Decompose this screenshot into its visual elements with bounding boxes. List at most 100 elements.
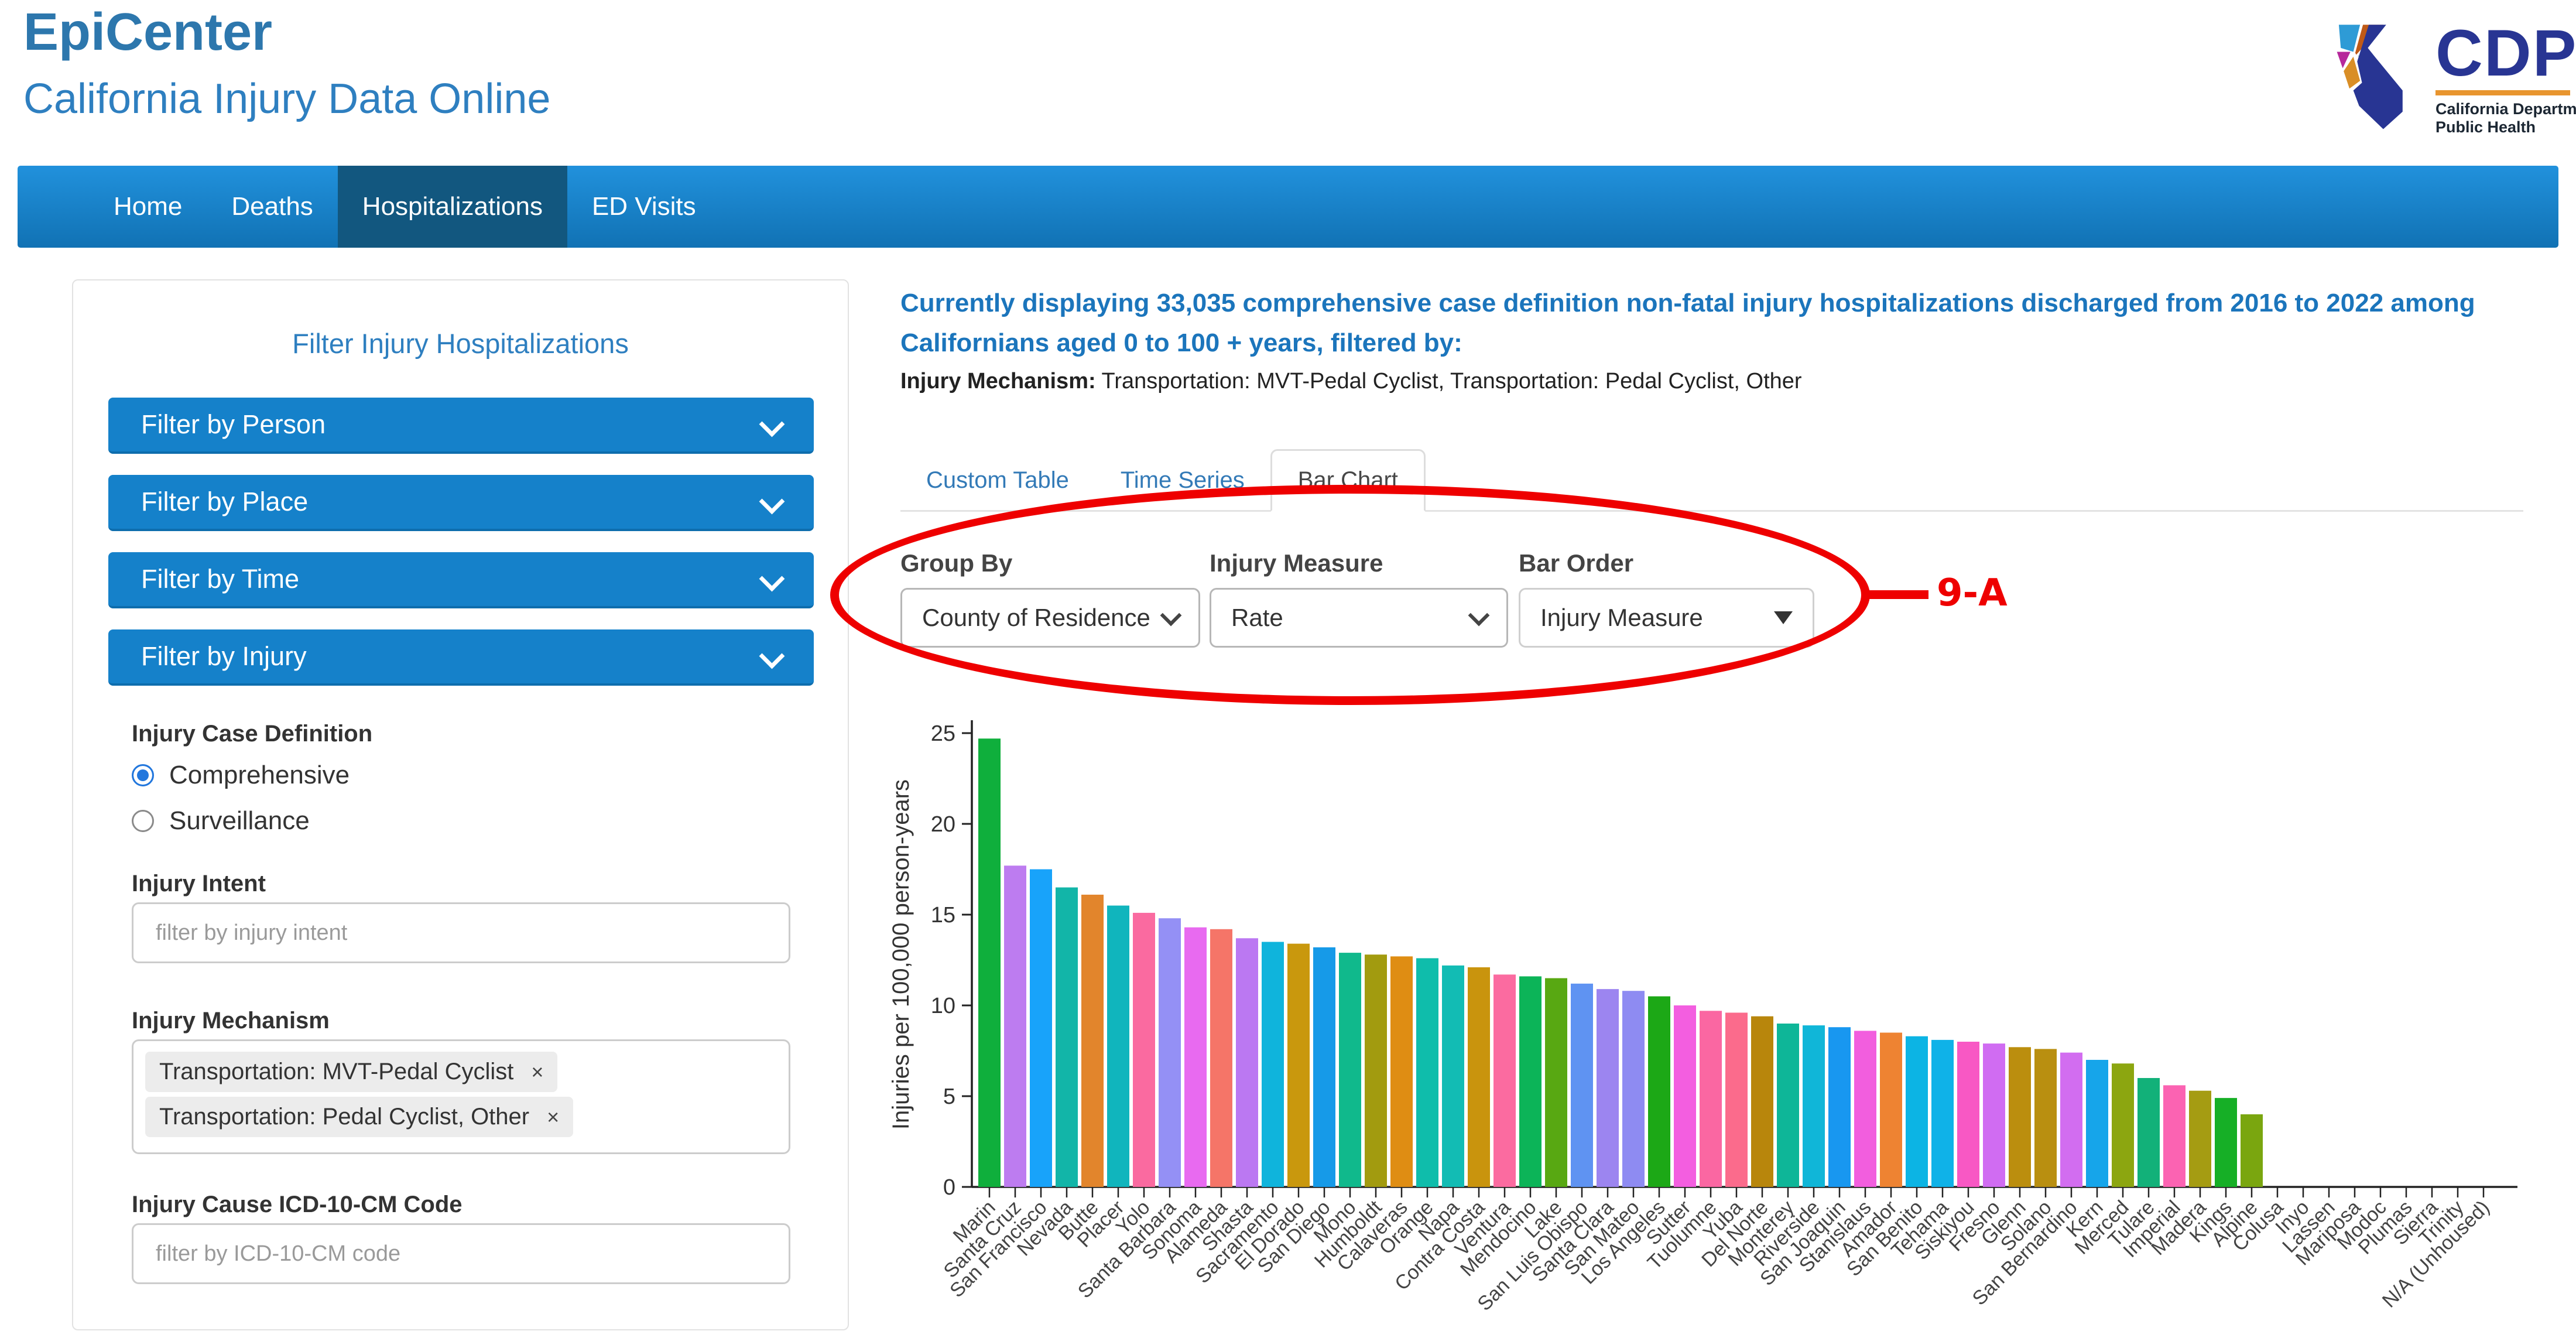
radio-unchecked-icon[interactable] <box>132 810 154 832</box>
accordion-filter-by-injury[interactable]: Filter by Injury <box>108 629 814 686</box>
injury-intent-input[interactable] <box>132 902 790 963</box>
bar <box>2189 1091 2211 1187</box>
bar <box>2163 1085 2186 1187</box>
group-by-label: Group By <box>900 549 1200 577</box>
tab-custom-table[interactable]: Custom Table <box>900 451 1095 510</box>
accordion-filter-by-place[interactable]: Filter by Place <box>108 475 814 531</box>
radio-label: Comprehensive <box>169 761 350 790</box>
bar <box>1313 947 1335 1187</box>
svg-text:Injuries per 100,000 person-ye: Injuries per 100,000 person-years <box>888 779 914 1130</box>
remove-tag-icon[interactable]: × <box>531 1060 543 1084</box>
filter-sidebar: Filter Injury Hospitalizations Filter by… <box>72 279 849 1330</box>
bar <box>1339 953 1361 1187</box>
radio-checked-icon[interactable] <box>132 764 154 786</box>
group-by-value: County of Residence <box>922 604 1163 632</box>
chevron-down-icon <box>759 566 785 592</box>
accordion-filter-by-person[interactable]: Filter by Person <box>108 398 814 454</box>
svg-text:5: 5 <box>943 1084 955 1109</box>
annotation-label: 9-A <box>1937 572 2008 615</box>
bar <box>1081 895 1104 1187</box>
radio-label: Surveillance <box>169 806 310 836</box>
app-subtitle: California Injury Data Online <box>23 75 550 123</box>
nav-item-deaths[interactable]: Deaths <box>207 166 337 248</box>
bar <box>1004 865 1026 1187</box>
bar <box>1159 918 1181 1187</box>
bar <box>2112 1063 2134 1187</box>
view-tabs: Custom Table Time Series Bar Chart <box>900 450 2523 512</box>
mechanism-tag: Transportation: Pedal Cyclist, Other × <box>145 1097 573 1137</box>
bar <box>1493 974 1516 1187</box>
bar <box>1777 1024 1799 1187</box>
bar <box>1803 1025 1825 1187</box>
accordion-label: Filter by Time <box>141 564 299 594</box>
svg-text:0: 0 <box>943 1175 955 1200</box>
radio-surveillance[interactable]: Surveillance <box>132 806 310 836</box>
bar <box>1365 954 1387 1187</box>
accordion-label: Filter by Person <box>141 409 326 440</box>
bar <box>1906 1036 1928 1187</box>
radio-comprehensive[interactable]: Comprehensive <box>132 761 350 790</box>
injury-mechanism-label: Injury Mechanism <box>132 1008 330 1034</box>
bar <box>1107 906 1129 1188</box>
triangle-down-icon <box>1774 611 1793 624</box>
bar <box>1880 1033 1902 1188</box>
bar <box>1287 944 1310 1187</box>
injury-mechanism-box[interactable]: Transportation: MVT-Pedal Cyclist × Tran… <box>132 1039 790 1154</box>
bar <box>2241 1114 2263 1187</box>
svg-text:25: 25 <box>931 721 955 746</box>
svg-text:20: 20 <box>931 812 955 837</box>
svg-text:10: 10 <box>931 994 955 1018</box>
bar <box>1597 989 1619 1187</box>
chart-panel: 0 5 10 15 20 25 Injuries per 100,000 person-ye… <box>878 710 2576 1338</box>
cdph-logo: CDPH California Department of Public Hea… <box>2333 22 2567 142</box>
bar <box>2086 1060 2108 1187</box>
filter-summary: Injury Mechanism: Transportation: MVT-Pe… <box>900 369 2528 394</box>
page: EpiCenter California Injury Data Online … <box>0 0 2576 1338</box>
tab-time-series[interactable]: Time Series <box>1095 451 1270 510</box>
icd-code-label: Injury Cause ICD-10-CM Code <box>132 1192 463 1218</box>
bar <box>1030 870 1052 1188</box>
bar-order-label: Bar Order <box>1519 549 1814 577</box>
tab-bar-chart[interactable]: Bar Chart <box>1270 449 1426 512</box>
nav-item-hospitalizations[interactable]: Hospitalizations <box>338 166 567 248</box>
bar <box>978 738 1001 1187</box>
sidebar-title: Filter Injury Hospitalizations <box>73 327 848 360</box>
svg-text:15: 15 <box>931 903 955 928</box>
chevron-down-icon <box>1468 605 1490 627</box>
bar <box>1416 958 1438 1187</box>
bar <box>1442 966 1464 1187</box>
nav-item-ed-visits[interactable]: ED Visits <box>567 166 721 248</box>
injury-measure-value: Rate <box>1231 604 1471 632</box>
bar-order-select[interactable]: Injury Measure <box>1519 588 1814 648</box>
accordion-filter-by-time[interactable]: Filter by Time <box>108 552 814 608</box>
bar <box>1519 976 1542 1187</box>
bar <box>1056 888 1078 1188</box>
chevron-down-icon <box>1160 605 1182 627</box>
bar <box>2034 1049 2057 1187</box>
bar <box>1751 1017 1773 1187</box>
injury-measure-select[interactable]: Rate <box>1210 588 1508 648</box>
filter-summary-label: Injury Mechanism: <box>900 369 1096 393</box>
bar <box>1983 1043 2005 1187</box>
bar <box>1262 942 1284 1188</box>
mechanism-tag: Transportation: MVT-Pedal Cyclist × <box>145 1052 557 1092</box>
case-definition-label: Injury Case Definition <box>132 721 372 747</box>
bar-order-value: Injury Measure <box>1540 604 1774 632</box>
cdph-wordmark: CDPH <box>2435 22 2576 84</box>
injury-measure-label: Injury Measure <box>1210 549 1508 577</box>
group-by-select[interactable]: County of Residence <box>900 588 1200 648</box>
bar <box>1648 997 1670 1188</box>
annotation-leader-line <box>1866 590 1928 599</box>
accordion-label: Filter by Injury <box>141 641 307 672</box>
bar <box>1828 1027 1851 1187</box>
bar <box>1468 967 1490 1187</box>
icd-code-input[interactable] <box>132 1223 790 1284</box>
remove-tag-icon[interactable]: × <box>547 1105 559 1130</box>
nav-item-home[interactable]: Home <box>89 166 207 248</box>
bar <box>1545 978 1567 1188</box>
logo-caption-2: Public Health <box>2435 118 2576 136</box>
app-title: EpiCenter <box>23 2 272 63</box>
bar <box>1957 1042 1979 1187</box>
bar <box>1700 1011 1722 1187</box>
bar <box>1674 1005 1696 1187</box>
